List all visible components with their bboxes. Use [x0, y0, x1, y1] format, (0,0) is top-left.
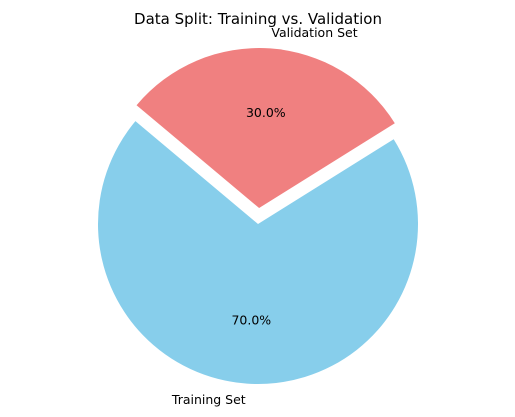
pie-category-label-validation-set: Validation Set — [271, 25, 357, 40]
pie-slice-training-set — [98, 121, 418, 384]
pie-percent-label-validation-set: 30.0% — [246, 105, 286, 120]
slices-layer — [98, 48, 418, 384]
pie-category-label-training-set: Training Set — [171, 392, 246, 407]
chart-title: Data Split: Training vs. Validation — [134, 10, 382, 28]
pie-percent-label-training-set: 70.0% — [231, 312, 271, 327]
pie-slice-validation-set — [136, 48, 395, 209]
labels-layer: 70.0% Training Set 30.0% Validation Set — [171, 25, 358, 407]
